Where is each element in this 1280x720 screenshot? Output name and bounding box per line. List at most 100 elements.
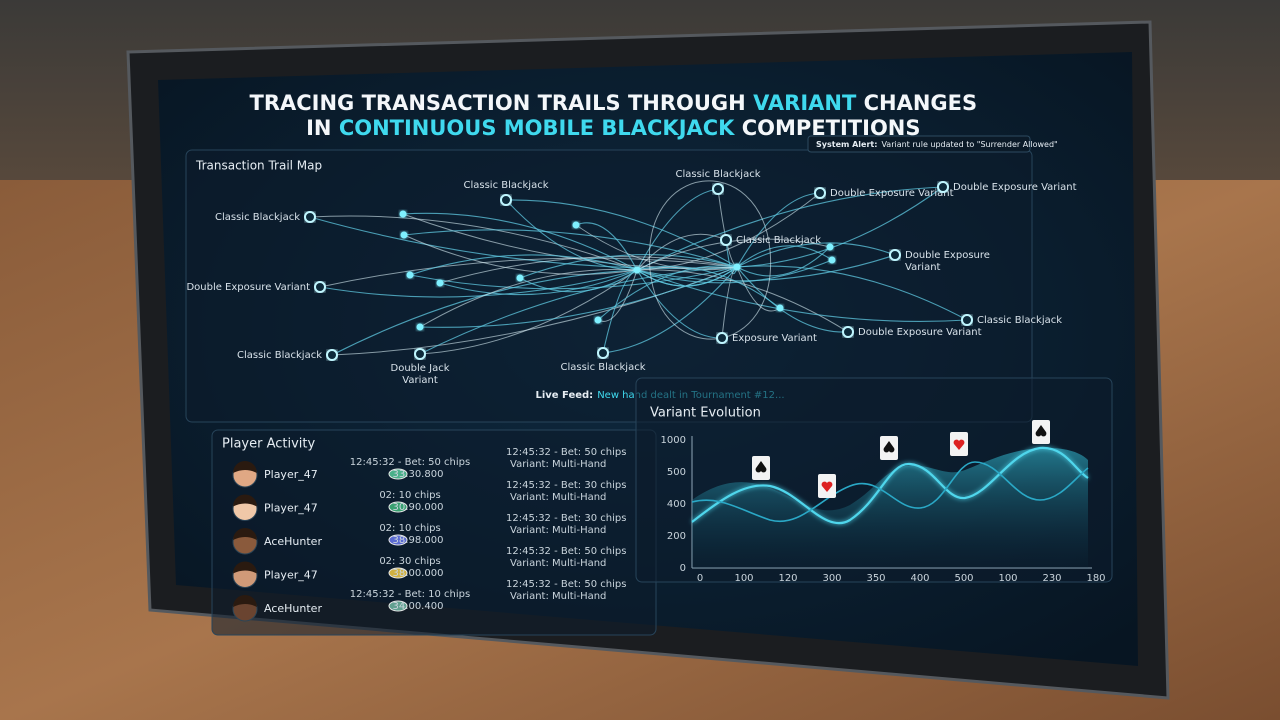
trail-node-dot [516, 274, 524, 282]
chip-stack [388, 567, 408, 579]
trail-edge [439, 269, 638, 296]
trail-node-label: Double Exposure Variant [905, 250, 990, 273]
transaction-amount: 38.98.000 [393, 535, 444, 546]
chip-stack [388, 501, 408, 513]
variant-log-variant: Variant: Multi-Hand [510, 591, 606, 602]
player-name: AceHunter [264, 535, 322, 548]
trail-node-label: Double Exposure Variant [953, 182, 1077, 193]
trail-node [500, 194, 512, 206]
trail-edge [505, 199, 738, 268]
trail-edge [575, 224, 738, 271]
trail-node-label: Exposure Variant [732, 333, 817, 344]
transaction-amount: 33.30.800 [393, 469, 444, 480]
trail-node-dot [776, 304, 784, 312]
variant-log-line: 12:45:32 - Bet: 50 chips [506, 579, 626, 590]
trail-edge [636, 269, 849, 333]
label-line: Double Jack [391, 363, 450, 374]
avatar-hair [233, 595, 257, 607]
x-axis-label: 300 [822, 573, 841, 584]
title-part: IN [306, 116, 339, 140]
alert-label: System Alert: [816, 140, 877, 149]
trail-edge [736, 192, 821, 268]
trail-edge [636, 265, 781, 309]
spade [1035, 425, 1047, 437]
trail-edge [519, 269, 638, 293]
trail-edge [636, 269, 968, 322]
avatar-hair [233, 561, 257, 574]
x-axis-label: 120 [778, 573, 797, 584]
trail-node-dot [572, 221, 580, 229]
trail-nodes: Classic Blackjack Classic Blackjack Classi… [186, 169, 1076, 386]
variant-log-variant: Variant: Multi-Hand [510, 492, 606, 503]
alert-text: Variant rule updated to "Surrender Allow… [881, 140, 1057, 149]
transaction-amount: 30.90.000 [393, 502, 444, 513]
trail-edge [597, 265, 738, 321]
title-highlight: CONTINUOUS MOBILE BLACKJACK [339, 116, 735, 140]
trail-node-dot [436, 279, 444, 287]
trail-edge [736, 246, 831, 277]
trail-edge [439, 256, 738, 284]
trail-node-label: Classic Blackjack [736, 235, 821, 246]
trail-edge [319, 257, 738, 288]
axis-labels: 1000 500 400 200 00 100 120 300 350 400 500 100 230 1… [661, 435, 1106, 584]
chip-stack [388, 600, 408, 612]
variant-log-variant: Variant: Multi-Hand [510, 459, 606, 470]
trail-node-dot [416, 323, 424, 331]
trail-node [304, 211, 316, 223]
y-axis-label: 400 [667, 499, 686, 510]
trail-node-label: Classic Blackjack [237, 350, 322, 361]
trail-node-dot [633, 266, 641, 274]
variant-log-line: 12:45:32 - Bet: 50 chips [506, 447, 626, 458]
trail-edge [602, 266, 738, 354]
trail-map-title: Transaction Trail Map [195, 159, 322, 173]
variant-evolution-title: Variant Evolution [650, 406, 761, 421]
trail-edge [575, 222, 638, 271]
x-axis-label: 100 [734, 573, 753, 584]
trail-node-label: Classic Blackjack [215, 212, 300, 223]
spade [755, 461, 767, 473]
trail-edge [419, 269, 638, 355]
player-name: Player_47 [264, 502, 318, 515]
trail-edge [736, 266, 781, 312]
trail-edge [419, 266, 738, 328]
trail-node-label: Double Exposure Variant [186, 282, 310, 293]
x-axis-label: 500 [954, 573, 973, 584]
trail-edge [736, 265, 968, 321]
title-highlight: VARIANT [753, 91, 857, 115]
trail-node-label: Classic Blackjack [560, 362, 645, 373]
trail-edge [319, 269, 638, 298]
trail-edge [648, 180, 772, 340]
label-line: Double Exposure [905, 250, 990, 261]
trail-node-dot [406, 271, 414, 279]
trail-map-panel [185, 149, 1033, 423]
title-part: TRACING TRANSACTION TRAILS THROUGH [250, 91, 754, 115]
wave-line-2 [691, 461, 1089, 523]
variant-log-line: 12:45:32 - Bet: 50 chips [506, 546, 626, 557]
trail-node-label: Double Jack Variant [391, 363, 450, 386]
title-line-1: TRACING TRANSACTION TRAILS THROUGH VARIA… [213, 91, 999, 115]
heart [953, 439, 965, 450]
player-activity-title: Player Activity [222, 437, 316, 452]
transaction-line: 02: 30 chips [379, 556, 440, 567]
trail-edge [409, 254, 638, 276]
x-axis-label: 350 [866, 573, 885, 584]
trail-node-label: Classic Blackjack [675, 169, 760, 180]
trail-node [716, 332, 728, 344]
trail-node-dot [400, 231, 408, 239]
transaction-amount: 34.00.400 [393, 601, 444, 612]
trail-node [414, 348, 426, 360]
avatar-hair [233, 494, 257, 507]
y-axis-label: 200 [667, 531, 686, 542]
trail-edge [636, 186, 944, 271]
live-feed-label: Live Feed: [535, 390, 593, 401]
trail-node-dot [826, 243, 834, 251]
trail-node [814, 187, 826, 199]
trail-node [961, 314, 973, 326]
trail-node-dot [399, 210, 407, 218]
x-axis-label: 400 [910, 573, 929, 584]
variant-log-variant: Variant: Multi-Hand [510, 558, 606, 569]
trail-node [889, 249, 901, 261]
transaction-line: 12:45:32 - Bet: 10 chips [350, 589, 470, 600]
label-line: Variant [905, 262, 941, 273]
spade [883, 441, 895, 453]
